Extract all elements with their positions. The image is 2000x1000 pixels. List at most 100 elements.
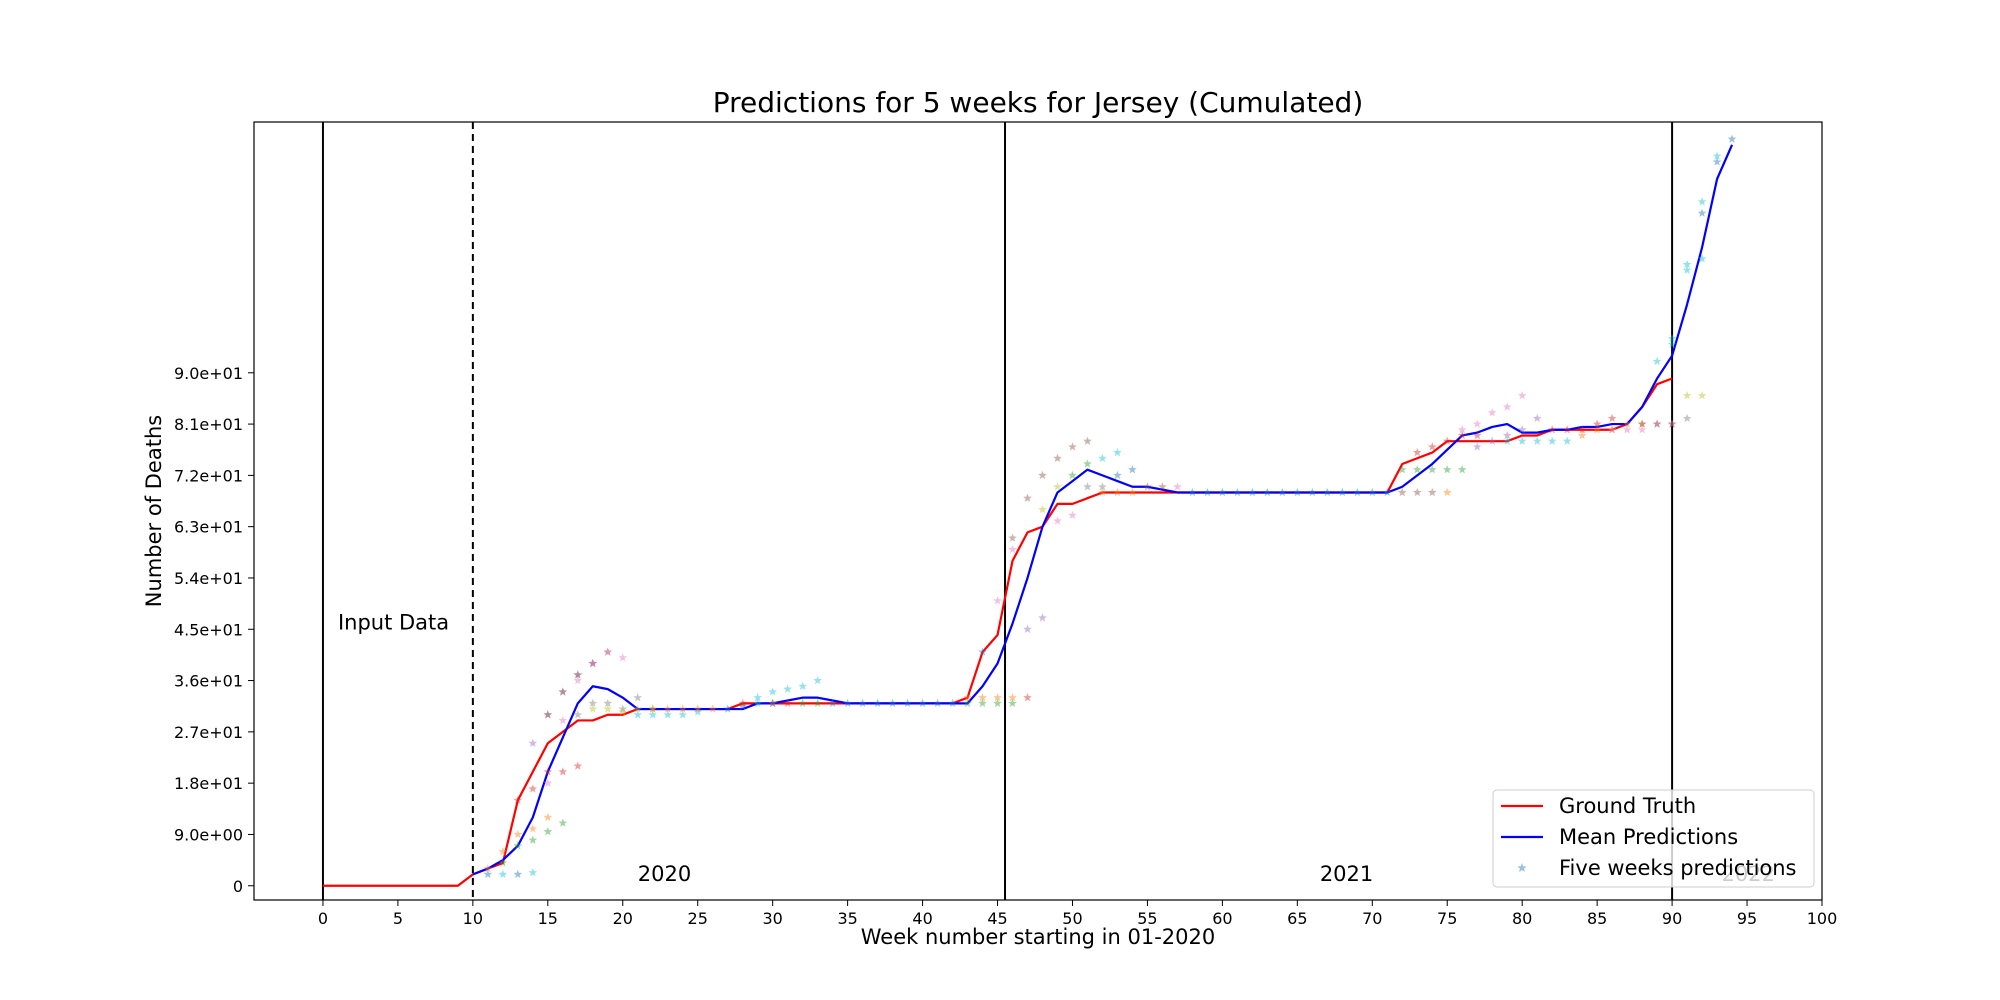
prediction-star [1397,487,1407,497]
prediction-star [1682,259,1692,269]
x-tick-label: 10 [463,909,483,928]
axes-frame [253,121,1823,901]
prediction-star [1352,487,1362,497]
prediction-star [873,698,882,708]
prediction-star [858,698,867,708]
prediction-star [1427,487,1437,497]
y-tick-label: 2.7e+01 [174,723,243,742]
prediction-star [1637,419,1647,428]
x-tick-label: 15 [538,909,558,928]
prediction-star [1547,425,1557,434]
prediction-star [1712,157,1722,166]
series-line-ground-truth [322,377,1673,887]
y-tick-label: 0 [233,877,243,896]
prediction-star [1173,482,1182,491]
prediction-star [1083,436,1092,445]
prediction-star [528,784,538,793]
prediction-star [1532,436,1542,445]
legend-box [1492,789,1815,888]
prediction-star [1292,487,1302,497]
prediction-star [588,658,598,668]
x-tick-label: 75 [1437,909,1457,928]
prediction-star [1667,419,1677,428]
prediction-star [603,698,613,708]
vlines-layer [321,122,1674,900]
prediction-star [1622,425,1632,434]
chart-title: Predictions for 5 weeks for Jersey (Cumu… [713,86,1364,119]
prediction-star [1682,413,1692,423]
prediction-star [963,698,972,708]
prediction-star [1502,402,1512,411]
prediction-star [1053,516,1062,525]
prediction-star [1098,453,1107,462]
prediction-star [1472,430,1482,440]
prediction-star [798,698,808,708]
lines-layer [322,144,1734,887]
prediction-star [633,704,643,713]
prediction-star [1487,436,1497,445]
prediction-star [1517,390,1527,400]
prediction-star [1682,390,1692,400]
prediction-star [1652,419,1662,428]
stars-layer [483,134,1737,879]
prediction-star [513,841,523,850]
y-tick-label: 8.1e+01 [174,415,243,434]
prediction-star [528,738,538,747]
x-tick-label: 35 [837,909,857,928]
annotation-2020: 2020 [638,862,691,886]
annotation-2021: 2021 [1320,862,1373,886]
legend-swatch-five-weeks-predictions [1517,863,1527,873]
prediction-star [1577,425,1587,434]
x-tick-label: 40 [912,909,932,928]
prediction-star [588,658,598,668]
prediction-star [1697,254,1707,263]
prediction-star [843,698,852,708]
prediction-star [1113,470,1122,480]
prediction-star [1637,419,1647,428]
y-tick-label: 6.3e+01 [174,518,243,537]
prediction-star [543,778,553,787]
prediction-star [1502,430,1512,440]
y-tick-label: 9.0e+01 [174,364,243,383]
prediction-star [648,704,658,713]
x-tick-label: 0 [318,909,328,928]
x-tick-label: 45 [987,909,1007,928]
legend-label-mean-predictions: Mean Predictions [1559,825,1738,849]
x-tick-label: 55 [1137,909,1157,928]
prediction-star [633,710,643,719]
prediction-star [1592,425,1602,434]
prediction-star [1577,430,1587,440]
prediction-star [498,869,508,879]
prediction-star [1188,487,1197,497]
prediction-star [1023,624,1032,633]
prediction-star [543,767,553,776]
prediction-star [498,846,508,856]
prediction-star [1008,698,1017,708]
prediction-star [543,710,553,719]
y-tick-label: 5.4e+01 [174,569,243,588]
x-tick-label: 65 [1287,909,1307,928]
prediction-star [1218,487,1227,497]
prediction-star [618,653,628,662]
prediction-star [708,704,718,713]
prediction-star [1307,487,1317,497]
prediction-star [1038,470,1047,480]
prediction-star [738,698,748,708]
prediction-star [768,698,778,708]
prediction-star [588,698,598,708]
annotation-input-data: Input Data [338,610,449,634]
y-axis-label: Number of Deaths [142,415,166,607]
x-tick-label: 20 [613,909,633,928]
prediction-star [558,687,568,696]
prediction-star [1337,487,1347,497]
prediction-star [1008,693,1017,702]
x-tick-label: 85 [1587,909,1607,928]
prediction-star [618,707,628,716]
prediction-star [1277,487,1287,497]
prediction-star [528,868,538,877]
prediction-star [543,827,553,836]
prediction-star [1637,425,1647,434]
prediction-star [1158,482,1167,491]
prediction-star [633,693,643,702]
